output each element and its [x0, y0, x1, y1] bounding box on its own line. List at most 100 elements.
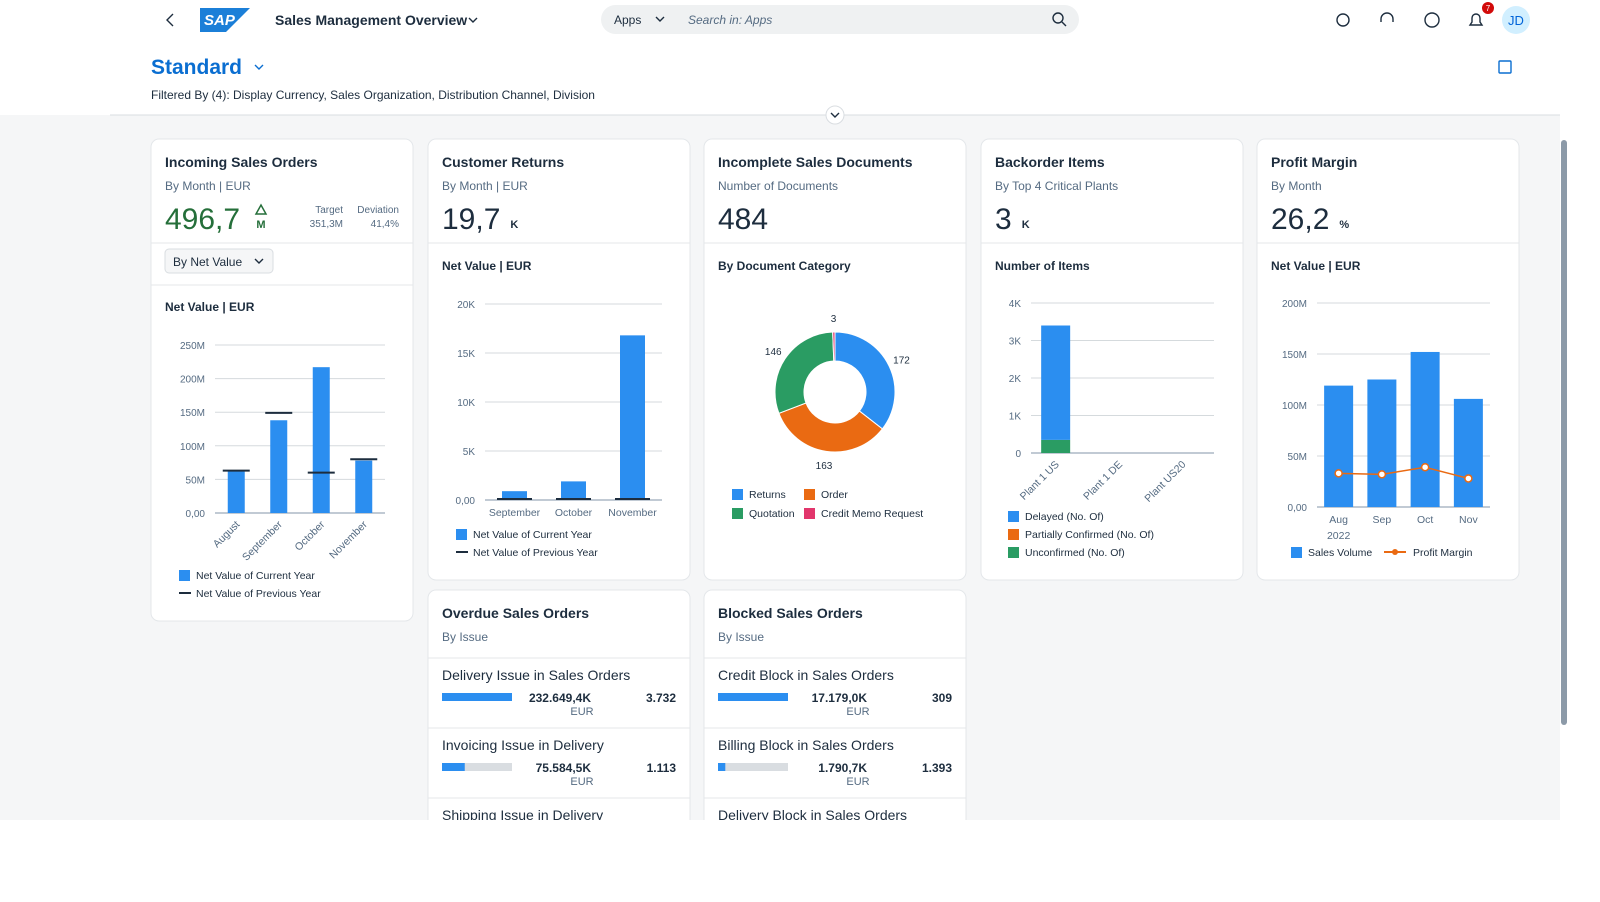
legend-label: Partially Confirmed (No. Of)	[1025, 529, 1154, 541]
legend-label: Quotation	[749, 508, 795, 520]
bar-segment	[1041, 440, 1070, 453]
card-subtitle: Number of Documents	[718, 179, 838, 193]
amount: 17.179,0K	[812, 691, 868, 705]
y-tick-label: 0,00	[456, 496, 476, 507]
chart-title: Net Value | EUR	[1271, 259, 1361, 273]
target-label: Target	[315, 205, 343, 216]
card-subtitle: By Month | EUR	[165, 179, 251, 193]
target-value: 351,3M	[310, 219, 343, 230]
data-label: 146	[765, 347, 782, 358]
kpi-unit: %	[1339, 219, 1349, 231]
y-tick-label: 5K	[463, 447, 476, 458]
card-title: Blocked Sales Orders	[718, 605, 863, 621]
kpi-value: 19,7	[442, 203, 500, 236]
data-label: 172	[893, 356, 910, 367]
search-field[interactable]	[601, 5, 1079, 34]
list-item-title[interactable]: Delivery Issue in Sales Orders	[442, 667, 630, 683]
y-tick-label: 150M	[1282, 350, 1307, 361]
list-item-title[interactable]: Delivery Block in Sales Orders	[718, 807, 907, 823]
x-tick-label: Aug	[1329, 514, 1348, 526]
scrollbar[interactable]	[1561, 140, 1567, 725]
data-label: 163	[816, 461, 833, 472]
legend-label: Profit Margin	[1413, 547, 1473, 559]
legend-symbol	[1008, 547, 1019, 558]
collapse-button[interactable]	[826, 106, 844, 124]
x-tick-label: October	[555, 507, 593, 519]
count: 1.113	[647, 761, 677, 775]
x-tick-label: Nov	[1459, 514, 1478, 526]
kpi-value: 26,2	[1271, 203, 1329, 236]
card-title: Incoming Sales Orders	[165, 154, 318, 170]
bar	[313, 367, 330, 513]
y-tick-label: 15K	[457, 349, 475, 360]
y-tick-label: 200M	[180, 375, 205, 386]
bar	[270, 420, 287, 513]
list-item-title[interactable]: Credit Block in Sales Orders	[718, 667, 894, 683]
chart-title: By Document Category	[718, 259, 851, 273]
deviation-label: Deviation	[357, 205, 399, 216]
legend-symbol	[456, 529, 467, 540]
x-tick-label: September	[489, 507, 541, 519]
chart-title: Number of Items	[995, 259, 1090, 273]
card-subtitle: By Top 4 Critical Plants	[995, 179, 1118, 193]
y-tick-label: 10K	[457, 398, 475, 409]
currency: EUR	[846, 706, 869, 718]
line-point	[1335, 470, 1342, 477]
app-title[interactable]: Sales Management Overview	[275, 12, 467, 28]
currency: EUR	[570, 776, 593, 788]
y-tick-label: 20K	[457, 300, 475, 311]
legend-label: Net Value of Current Year	[196, 570, 315, 582]
legend-label: Order	[821, 489, 848, 501]
legend-label: Net Value of Current Year	[473, 529, 592, 541]
card-title: Profit Margin	[1271, 154, 1357, 170]
notification-count: 7	[1486, 4, 1491, 13]
y-tick-label: 50M	[186, 475, 205, 486]
line-point	[1422, 464, 1429, 471]
legend-label: Delayed (No. Of)	[1025, 511, 1104, 523]
y-tick-label: 0	[1015, 449, 1021, 460]
legend-label: Credit Memo Request	[821, 508, 923, 520]
bar	[1367, 380, 1396, 508]
kpi-unit: K	[1022, 219, 1030, 231]
bar-segment	[1041, 326, 1070, 440]
legend-label: Returns	[749, 489, 786, 501]
progress-bar	[442, 763, 465, 771]
legend-label: Sales Volume	[1308, 547, 1372, 559]
legend-symbol	[732, 508, 743, 519]
bar	[228, 471, 245, 513]
legend-symbol	[1291, 547, 1302, 558]
bar	[1324, 386, 1353, 507]
card[interactable]	[981, 139, 1243, 580]
list-item-title[interactable]: Billing Block in Sales Orders	[718, 737, 894, 753]
user-initials: JD	[1508, 13, 1524, 28]
card-subtitle: By Month | EUR	[442, 179, 528, 193]
legend-symbol	[1008, 511, 1019, 522]
y-tick-label: 0,00	[186, 509, 206, 520]
legend-symbol	[1392, 549, 1398, 555]
legend-symbol	[179, 570, 190, 581]
deviation-value: 41,4%	[371, 219, 399, 230]
card-subtitle: By Month	[1271, 179, 1322, 193]
currency: EUR	[570, 706, 593, 718]
chart-title: Net Value | EUR	[165, 300, 255, 314]
search-placeholder[interactable]: Search in: Apps	[688, 13, 772, 27]
bar	[1411, 352, 1440, 507]
kpi-value: 496,7	[165, 203, 240, 236]
bar	[620, 335, 645, 500]
y-tick-label: 200M	[1282, 299, 1307, 310]
amount: 232.649,4K	[529, 691, 591, 705]
card-title: Incomplete Sales Documents	[718, 154, 913, 170]
list-item-title[interactable]: Shipping Issue in Delivery	[442, 807, 603, 823]
search-scope[interactable]: Apps	[614, 13, 641, 27]
kpi-value: 484	[718, 203, 768, 236]
amount: 1.790,7K	[818, 761, 867, 775]
progress-bar	[718, 763, 725, 771]
card-subtitle: By Issue	[442, 630, 488, 644]
kpi-unit: K	[510, 219, 518, 231]
kpi-value: 3	[995, 203, 1012, 236]
x-tick-label: November	[608, 507, 657, 519]
variant-name[interactable]: Standard	[151, 56, 242, 79]
list-item-title[interactable]: Invoicing Issue in Delivery	[442, 737, 604, 753]
y-tick-label: 100M	[1282, 401, 1307, 412]
